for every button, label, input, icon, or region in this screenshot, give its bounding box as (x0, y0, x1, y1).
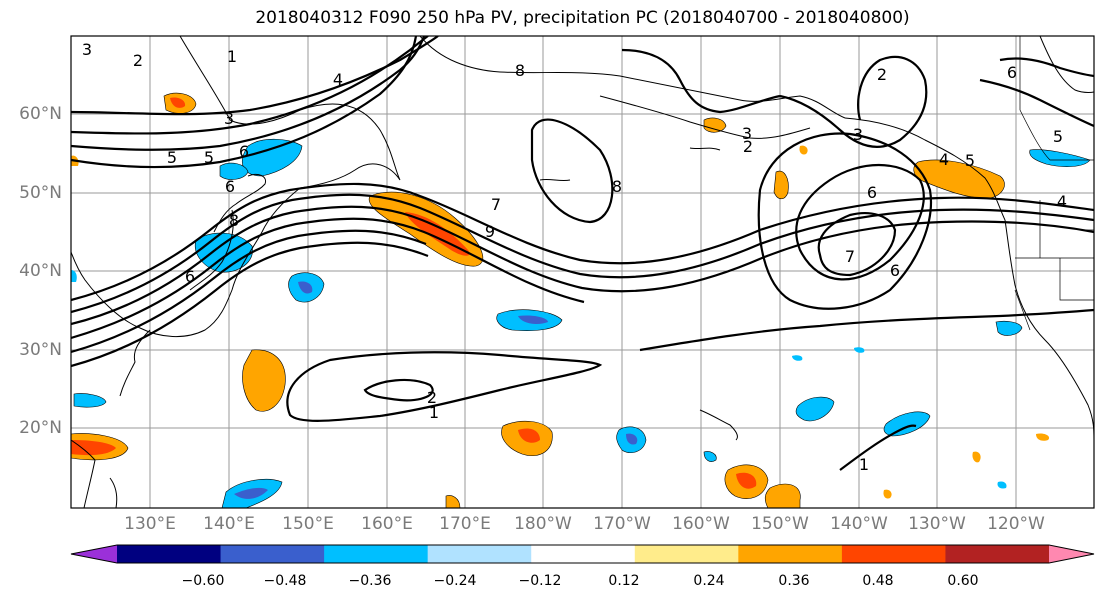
contour-label: 1 (429, 403, 439, 422)
colorbar-tick-label: 0.24 (693, 573, 725, 589)
lon-label: 170°E (439, 514, 491, 534)
contour-label: 5 (167, 148, 177, 167)
pv-contours (71, 36, 1094, 471)
contour-label: 3 (853, 125, 863, 144)
colorbar-segment (531, 545, 636, 563)
contour-label: 9 (485, 222, 495, 241)
colorbar-segment (841, 545, 946, 563)
contour-label: 7 (845, 247, 855, 266)
colorbar (70, 544, 1095, 564)
contour-label: 6 (1007, 63, 1017, 82)
map-title: 2018040312 F090 250 hPa PV, precipitatio… (255, 8, 910, 28)
lon-label: 150°W (751, 514, 809, 534)
contour-label: 4 (333, 70, 343, 89)
contour-label: 6 (185, 267, 195, 286)
contour-label: 2 (427, 388, 437, 407)
lon-label: 150°E (282, 514, 334, 534)
colorbar-segment (738, 545, 843, 563)
contour-label: 6 (867, 183, 877, 202)
contour-label: 6 (890, 261, 900, 280)
colorbar-extend-high (1049, 545, 1094, 563)
lat-label: 60°N (19, 104, 62, 124)
lat-label: 20°N (19, 418, 62, 438)
contour-label: 2 (133, 51, 143, 70)
lat-label: 40°N (19, 261, 62, 281)
colorbar-tick-label: −0.12 (518, 573, 562, 589)
contour-label: 3 (82, 40, 92, 59)
colorbar-segment (220, 545, 325, 563)
contour-label: 2 (877, 65, 887, 84)
colorbar-segment (427, 545, 532, 563)
contour-label: 7 (491, 195, 501, 214)
lon-label: 130°E (124, 514, 176, 534)
map-frame (70, 35, 1095, 509)
lon-label: 120°W (987, 514, 1045, 534)
lon-label: 130°W (908, 514, 966, 534)
lon-label: 140°E (203, 514, 255, 534)
contour-label: 4 (1057, 192, 1067, 211)
colorbar-extend-low (71, 545, 117, 563)
lon-label: 140°W (830, 514, 888, 534)
contour-label: 4 (939, 150, 949, 169)
colorbar-segment (117, 545, 222, 563)
contour-label: 8 (612, 177, 622, 196)
colorbar-tick-label: 0.60 (947, 573, 979, 589)
colorbar-tick-label: −0.48 (263, 573, 307, 589)
contour-label: 1 (859, 455, 869, 474)
colorbar-tick-label: 0.12 (608, 573, 640, 589)
contour-label: 3 (742, 124, 752, 143)
contour-labels: 3 2 1 3 4 5 6 5 6 8 9 6 7 8 8 2 3 2 3 4 … (82, 40, 1067, 474)
contour-label: 8 (515, 61, 525, 80)
colorbar-tick-label: 0.48 (862, 573, 894, 589)
contour-label: 6 (225, 177, 235, 196)
lon-label: 160°W (672, 514, 730, 534)
colorbar-tick-label: 0.36 (778, 573, 810, 589)
contour-label: 1 (227, 47, 237, 66)
contour-label: 2 (743, 137, 753, 156)
contour-label: 8 (229, 211, 239, 230)
lat-label: 50°N (19, 183, 62, 203)
contour-label: 5 (965, 151, 975, 170)
colorbar-tick-label: −0.36 (348, 573, 392, 589)
coastlines (71, 36, 1094, 508)
colorbar-segment (945, 545, 1050, 563)
colorbar-segment (324, 545, 429, 563)
colorbar-segment (634, 545, 739, 563)
contour-label: 5 (1053, 127, 1063, 146)
lon-label: 160°E (361, 514, 413, 534)
colorbar-tick-label: −0.60 (181, 573, 225, 589)
contour-label: 6 (239, 142, 249, 161)
lon-label: 180°W (514, 514, 572, 534)
contour-label: 3 (224, 109, 234, 128)
colorbar-tick-label: −0.24 (433, 573, 477, 589)
lon-label: 170°W (593, 514, 651, 534)
lat-label: 30°N (19, 340, 62, 360)
contour-label: 5 (204, 148, 214, 167)
